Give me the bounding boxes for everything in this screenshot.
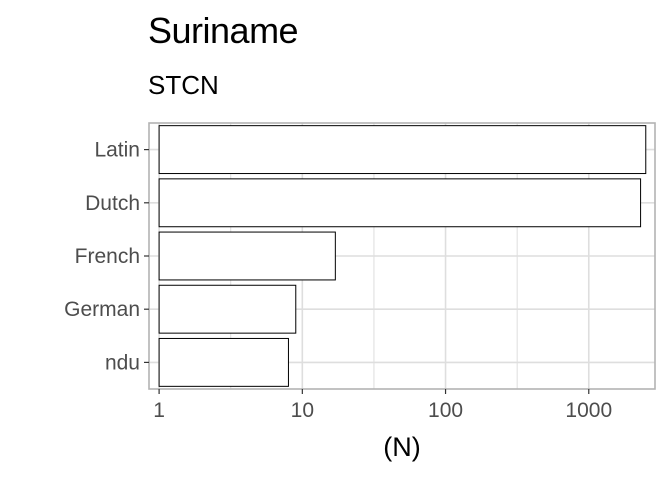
x-axis-ticks: 1 10 100 1000 <box>153 389 612 422</box>
y-tick-label: ndu <box>105 351 140 374</box>
x-tick-label: 1 <box>153 399 165 422</box>
x-tick-label: 10 <box>291 399 314 422</box>
bar-french <box>158 231 336 281</box>
chart-title: Suriname <box>148 10 299 51</box>
x-tick-label: 100 <box>428 399 463 422</box>
bar-latin <box>158 125 647 175</box>
y-tick-label: French <box>75 245 140 268</box>
y-tick-label: Dutch <box>85 192 140 215</box>
chart-subtitle: STCN <box>148 70 219 100</box>
bar-german <box>158 284 297 334</box>
x-tick-label: 1000 <box>565 399 612 422</box>
bar-ndu <box>158 337 289 387</box>
bar-dutch <box>158 178 642 228</box>
x-axis-label: (N) <box>383 432 420 462</box>
y-tick-label: German <box>64 298 140 321</box>
bars <box>158 125 647 387</box>
y-tick-label: Latin <box>94 139 140 162</box>
y-axis-ticks: Latin Dutch French German ndu <box>64 139 149 374</box>
